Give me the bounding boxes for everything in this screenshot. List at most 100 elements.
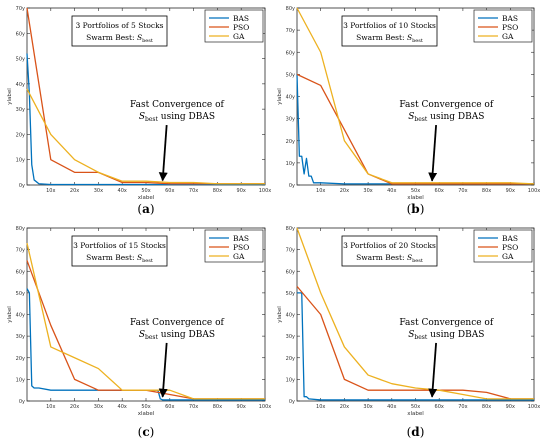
chart-panel-4: 0y 10y 20y 30y 40y 50y 60y 70y 80y 10x 20x 30x 40x 50…: [277, 226, 540, 439]
arrow-annotation-symbol: S: [408, 330, 414, 340]
series-line-pso: [296, 285, 534, 400]
arrow-annotation-symbol: S: [139, 112, 145, 122]
annotation-box: [71, 15, 168, 47]
annotation-box: [71, 235, 168, 267]
legend-label-ga: GA: [233, 32, 245, 41]
annotation-title: 3 Portfolios of 10 Stocks: [343, 21, 436, 30]
arrow-annotation-line2: Sbest using DBAS: [408, 112, 484, 123]
x-tick-label: 50x: [411, 404, 420, 410]
x-tick-label: 30x: [94, 404, 103, 410]
annotation-symbol: S: [407, 253, 412, 262]
annotation-box: [341, 235, 438, 267]
x-tick-label: 70x: [189, 188, 198, 194]
arrow-annotation-line2: Sbest using DBAS: [408, 330, 484, 341]
x-tick-label: 70x: [458, 404, 467, 410]
y-axis-label: ylabel: [7, 88, 13, 105]
panel-label: (d): [407, 425, 425, 439]
y-tick-label: 50y: [16, 57, 25, 63]
panel-label-close: ): [150, 202, 155, 216]
legend-label-ga: GA: [502, 252, 514, 261]
legend-label-bas: BAS: [502, 234, 518, 243]
arrow-annotation-arrow: [428, 342, 438, 398]
y-tick-label: 30y: [16, 334, 25, 340]
x-tick-label: 70x: [189, 404, 198, 410]
series-line-ga: [296, 227, 534, 400]
y-tick-label: 60y: [286, 269, 295, 275]
x-tick-label: 40x: [387, 188, 396, 194]
x-tick-label: 10x: [316, 188, 325, 194]
y-tick-label: 70y: [16, 248, 25, 254]
annotation-subscript: best: [412, 38, 423, 44]
x-tick-label: 20x: [340, 404, 349, 410]
x-tick-label: 80x: [213, 188, 222, 194]
x-tick-label: 60x: [435, 404, 444, 410]
x-tick-label: 90x: [237, 404, 246, 410]
y-tick-label: 0y: [289, 399, 295, 405]
x-tick-label: 100x: [528, 188, 541, 194]
y-tick-label: 10y: [286, 161, 295, 167]
annotation-title: 3 Portfolios of 5 Stocks: [76, 21, 164, 30]
y-tick-label: 70y: [286, 28, 295, 34]
arrow-annotation-line1: Fast Convergence of: [399, 100, 493, 110]
y-tick-label: 50y: [286, 72, 295, 78]
arrow-annotation-line2: Sbest using DBAS: [139, 330, 215, 341]
annotation-prefix: Swarm Best:: [356, 33, 407, 42]
series-line-pso: [296, 73, 534, 185]
x-tick-label: 30x: [363, 404, 372, 410]
arrow-annotation-suffix: using DBAS: [427, 330, 484, 340]
x-tick-label: 80x: [213, 404, 222, 410]
legend-label-bas: BAS: [502, 14, 518, 23]
y-tick-label: 80y: [286, 226, 295, 232]
annotation-subscript: best: [142, 38, 153, 44]
annotation-prefix: Swarm Best:: [356, 253, 407, 262]
x-tick-label: 60x: [165, 404, 174, 410]
arrow-annotation-suffix: using DBAS: [158, 330, 215, 340]
y-tick-label: 40y: [286, 313, 295, 319]
series-line-ga: [26, 242, 265, 400]
y-tick-label: 30y: [286, 117, 295, 123]
y-axis-label: ylabel: [277, 88, 283, 105]
annotation-subtitle: Swarm Best: Sbest: [356, 253, 423, 264]
y-tick-label: 0y: [19, 183, 25, 189]
annotation-box: [341, 15, 438, 47]
x-tick-label: 60x: [435, 188, 444, 194]
x-tick-label: 20x: [340, 188, 349, 194]
legend-box: [204, 229, 264, 263]
annotation-symbol: S: [137, 33, 142, 42]
x-tick-label: 90x: [237, 188, 246, 194]
panel-label: (b): [407, 202, 425, 216]
annotation-prefix: Swarm Best:: [86, 33, 137, 42]
x-tick-label: 100x: [259, 188, 272, 194]
arrow-annotation-subscript: best: [145, 116, 158, 123]
annotation-subtitle: Swarm Best: Sbest: [86, 253, 153, 264]
chart-panel-1: 0y 10y 20y 30y 40y 50y 60y 70y 10x 20x 30x 40x 50x 60…: [7, 6, 271, 216]
x-tick-label: 40x: [387, 404, 396, 410]
panel-label-close: ): [150, 425, 155, 439]
arrow-annotation-line1: Fast Convergence of: [130, 100, 224, 110]
chart-panel-2: 0y 10y 20y 30y 40y 50y 60y 70y 80y 10x 20x 30x 40x 50…: [277, 6, 540, 216]
x-tick-label: 10x: [316, 404, 325, 410]
arrow-annotation-arrow: [158, 342, 168, 398]
legend-label-bas: BAS: [233, 234, 249, 243]
series-line-bas: [297, 292, 534, 401]
y-tick-label: 60y: [286, 50, 295, 56]
panel-label-letter: a: [142, 202, 150, 216]
x-tick-label: 10x: [46, 188, 55, 194]
legend-label-ga: GA: [502, 32, 514, 41]
panel-label-open: (: [138, 425, 143, 439]
arrow-annotation-suffix: using DBAS: [427, 112, 484, 122]
y-tick-label: 10y: [16, 158, 25, 164]
arrow-annotation-arrow: [428, 125, 438, 182]
x-tick-label: 50x: [141, 188, 150, 194]
y-tick-label: 80y: [286, 6, 295, 12]
y-tick-label: 0y: [289, 183, 295, 189]
annotation-subscript: best: [142, 258, 153, 264]
annotation-subtitle: Swarm Best: Sbest: [356, 33, 423, 44]
chart-panel-3: 0y 10y 20y 30y 40y 50y 60y 70y 80y 10x 20x 30x 40x 50…: [7, 226, 271, 439]
x-tick-label: 100x: [259, 404, 272, 410]
panel-label-close: ): [420, 202, 425, 216]
arrow-annotation-suffix: using DBAS: [158, 112, 215, 122]
arrow-annotation-line2: Sbest using DBAS: [139, 112, 215, 123]
y-tick-label: 20y: [286, 356, 295, 362]
